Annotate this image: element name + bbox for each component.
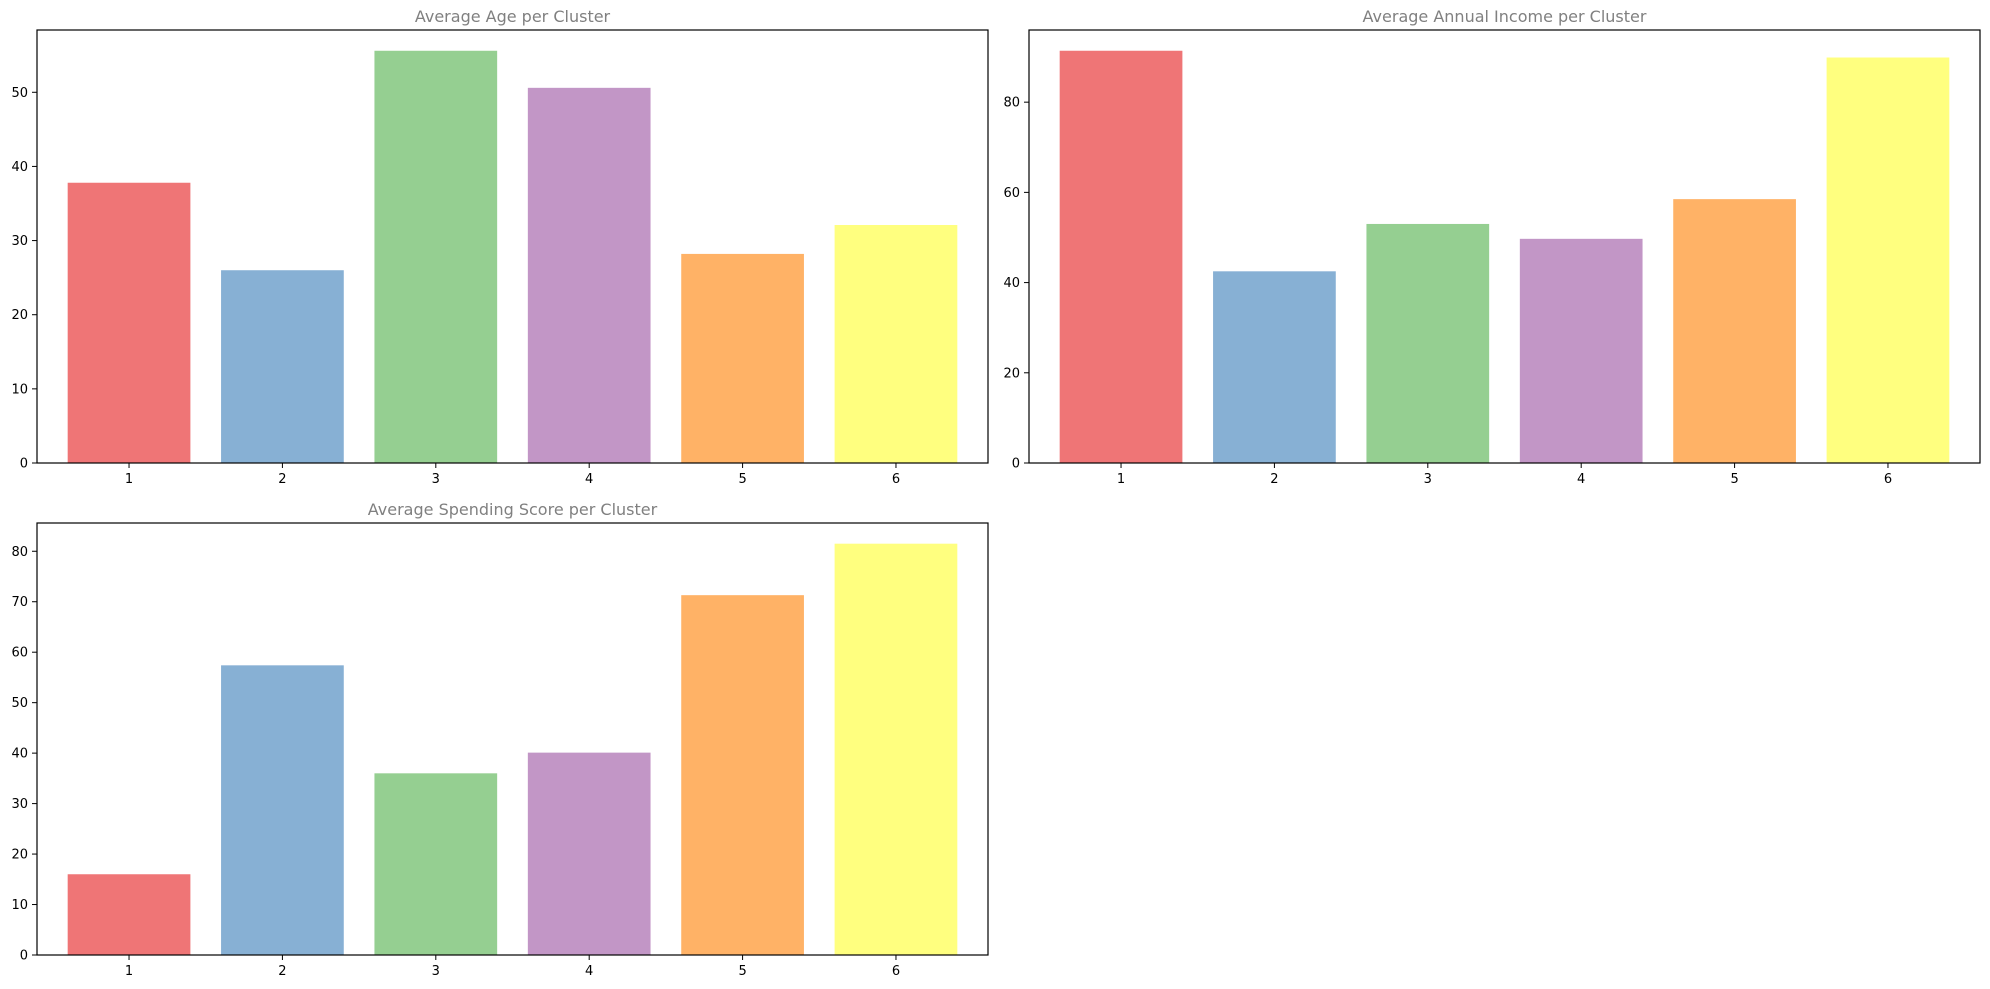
spending-y-tick-label: 40 xyxy=(11,747,28,762)
age-bar-cluster-1 xyxy=(67,182,191,464)
spending-x-tick-label: 2 xyxy=(278,964,286,979)
income-chart-title: Average Annual Income per Cluster xyxy=(1363,7,1647,26)
spending-x-tick-label: 3 xyxy=(432,964,440,979)
age-bar-cluster-3 xyxy=(374,50,498,463)
income-axes-frame xyxy=(1028,29,1981,464)
income-y-tick-label: 20 xyxy=(1003,366,1020,381)
spending-chart-title: Average Spending Score per Cluster xyxy=(368,500,658,519)
age-bar-cluster-5 xyxy=(681,253,804,463)
spending-bar-cluster-2 xyxy=(221,665,344,955)
age-x-tick-label: 1 xyxy=(125,472,133,487)
age-bar-cluster-2 xyxy=(221,270,344,463)
income-bar-cluster-5 xyxy=(1673,199,1796,463)
spending-x-tick-label: 6 xyxy=(892,964,900,979)
income-chart-panel: Average Annual Income per Cluster 1 2 3 4 5 6… xyxy=(1003,7,1981,487)
income-bar-cluster-4 xyxy=(1519,238,1643,463)
age-bar-cluster-4 xyxy=(527,87,651,463)
age-x-tick-label: 2 xyxy=(278,472,286,487)
spending-y-tick-label: 10 xyxy=(11,898,28,913)
age-axes-frame xyxy=(36,29,989,464)
age-y-tick-label: 40 xyxy=(11,160,28,175)
spending-x-tick-label: 5 xyxy=(738,964,746,979)
spending-y-tick-label: 30 xyxy=(11,797,28,812)
spending-x-tick-label: 1 xyxy=(125,964,133,979)
spending-y-tick-label: 80 xyxy=(11,545,28,560)
spending-y-tick-label: 60 xyxy=(11,646,28,661)
age-x-tick-label: 4 xyxy=(585,472,593,487)
income-y-tick-label: 80 xyxy=(1003,96,1020,111)
age-y-tick-label: 0 xyxy=(20,457,28,472)
spending-bar-cluster-1 xyxy=(67,874,191,955)
spending-bar-cluster-5 xyxy=(681,595,804,955)
income-y-tick-label: 40 xyxy=(1003,276,1020,291)
spending-y-tick-label: 0 xyxy=(20,949,28,964)
spending-axes-frame xyxy=(36,522,989,956)
age-bar-cluster-6 xyxy=(834,225,958,463)
age-y-tick-label: 50 xyxy=(11,86,28,101)
income-x-tick-label: 6 xyxy=(1884,472,1892,487)
age-chart-title: Average Age per Cluster xyxy=(415,7,611,26)
income-x-tick-label: 5 xyxy=(1730,472,1738,487)
spending-chart-panel: Average Spending Score per Cluster 1 2 3 4 5… xyxy=(11,500,989,979)
income-y-tick-label: 60 xyxy=(1003,186,1020,201)
income-x-tick-label: 2 xyxy=(1270,472,1278,487)
age-x-tick-label: 5 xyxy=(738,472,746,487)
spending-bar-cluster-3 xyxy=(374,773,498,955)
income-bar-cluster-1 xyxy=(1059,50,1183,463)
age-x-tick-label: 3 xyxy=(432,472,440,487)
income-bar-cluster-3 xyxy=(1366,223,1490,463)
age-y-tick-label: 30 xyxy=(11,234,28,249)
income-bar-cluster-6 xyxy=(1826,57,1950,463)
age-x-tick-label: 6 xyxy=(892,472,900,487)
income-bar-cluster-2 xyxy=(1213,271,1336,463)
age-y-tick-label: 10 xyxy=(11,382,28,397)
age-y-tick-label: 20 xyxy=(11,308,28,323)
spending-y-tick-label: 70 xyxy=(11,595,28,610)
spending-y-tick-label: 50 xyxy=(11,696,28,711)
spending-y-tick-label: 20 xyxy=(11,848,28,863)
spending-x-tick-label: 4 xyxy=(585,964,593,979)
income-y-tick-label: 0 xyxy=(1012,457,1020,472)
income-x-tick-label: 3 xyxy=(1424,472,1432,487)
spending-bar-cluster-6 xyxy=(834,543,958,955)
income-x-tick-label: 1 xyxy=(1117,472,1125,487)
income-x-tick-label: 4 xyxy=(1577,472,1585,487)
spending-bar-cluster-4 xyxy=(527,752,651,955)
age-chart-panel: Average Age per Cluster 1 2 3 4 5 6 0 10 20 30 40 5… xyxy=(11,7,989,487)
